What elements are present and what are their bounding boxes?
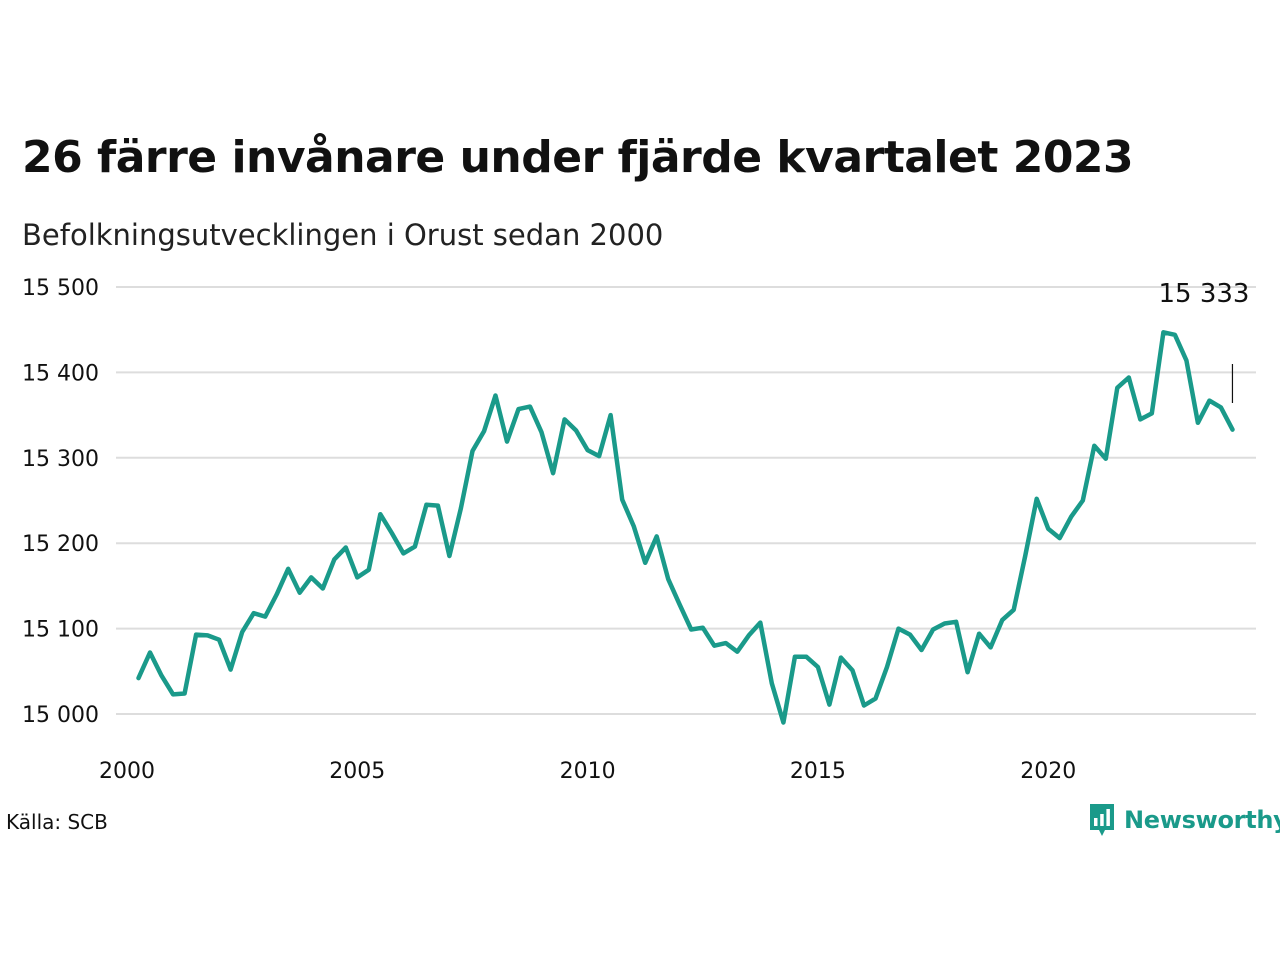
y-axis: 15 000 15 100 15 200 15 300 15 400 15 500	[22, 276, 99, 728]
series-group	[136, 330, 1235, 725]
x-tick-label: 2005	[329, 759, 385, 784]
brand-name: Newsworthy	[1124, 806, 1280, 834]
x-tick-label: 2020	[1020, 759, 1076, 784]
series-line	[136, 330, 1235, 725]
y-tick-label: 15 300	[22, 447, 99, 472]
x-axis: 2000 2005 2010 2015 2020	[99, 759, 1076, 784]
grid-lines	[116, 286, 1256, 715]
x-tick-label: 2010	[560, 759, 616, 784]
y-tick-label: 15 500	[22, 276, 99, 301]
y-tick-label: 15 200	[22, 532, 99, 557]
chart-title: 26 färre invånare under fjärde kvartalet…	[22, 132, 1134, 183]
y-tick-label: 15 400	[22, 361, 99, 386]
chart-subtitle: Befolkningsutvecklingen i Orust sedan 20…	[22, 218, 664, 252]
y-tick-label: 15 000	[22, 703, 99, 728]
source-note: Källa: SCB	[6, 810, 108, 834]
y-tick-label: 15 100	[22, 618, 99, 643]
end-value-label: 15 333	[1158, 279, 1249, 309]
x-tick-label: 2015	[790, 759, 846, 784]
x-tick-label: 2000	[99, 759, 155, 784]
end-annotation: 15 333	[1158, 279, 1249, 403]
brand-logo: Newsworthy	[1088, 802, 1280, 838]
newsworthy-icon	[1090, 804, 1114, 836]
